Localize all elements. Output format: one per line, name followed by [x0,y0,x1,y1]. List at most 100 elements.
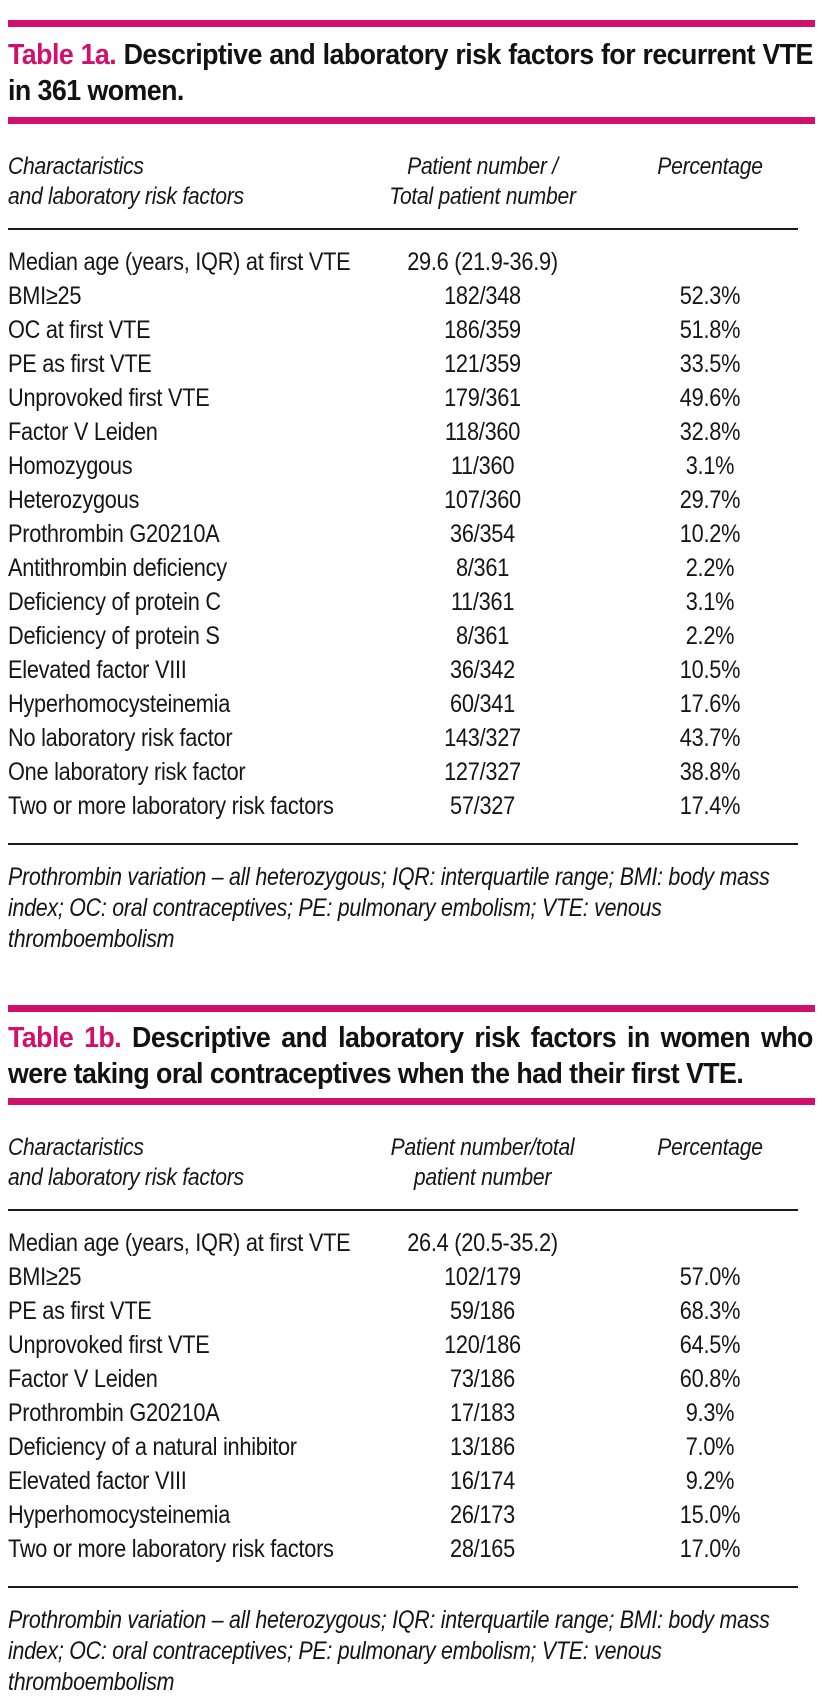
row-value: 26/173 [450,1501,515,1529]
table-row: BMI≥25 182/348 52.3% [8,279,815,313]
row-value: 26.4 (20.5-35.2) [407,1229,558,1257]
row-value: 120/186 [444,1331,521,1359]
row-percentage: 3.1% [685,588,735,616]
row-value: 60/341 [450,690,515,718]
table-row: Antithrombin deficiency 8/361 2.2% [8,551,815,585]
row-percentage: 32.8% [679,418,741,446]
table-row: PE as first VTE 59/186 68.3% [8,1294,815,1328]
column-header-percentage: Percentage [657,153,763,180]
row-percentage: 3.1% [685,452,735,480]
row-label: Heterozygous [8,486,140,514]
row-percentage: 9.3% [685,1399,735,1427]
row-label: Unprovoked first VTE [8,1331,210,1359]
table-footnote: Prothrombin variation – all heterozygous… [8,863,770,953]
table-row: Median age (years, IQR) at first VTE 29.… [8,245,815,279]
row-percentage: 64.5% [679,1331,741,1359]
row-value: 127/327 [444,758,521,786]
row-percentage: 60.8% [679,1365,741,1393]
table-row: Two or more laboratory risk factors 28/1… [8,1532,815,1566]
table-title-text: Descriptive and laboratory risk factors … [8,39,813,107]
row-label: Median age (years, IQR) at first VTE [8,1229,351,1257]
row-label: Homozygous [8,452,133,480]
column-header-characteristics: Charactaristics and laboratory risk fact… [8,1134,244,1191]
table-row: Hyperhomocysteinemia 26/173 15.0% [8,1498,815,1532]
row-label: Deficiency of a natural inhibitor [8,1433,297,1461]
row-value: 59/186 [450,1297,515,1325]
table-footnote: Prothrombin variation – all heterozygous… [8,1606,770,1696]
row-percentage [619,1226,802,1260]
row-value: 73/186 [450,1365,515,1393]
row-percentage: 2.2% [685,622,735,650]
table-row: Two or more laboratory risk factors 57/3… [8,789,815,823]
row-label: BMI≥25 [8,1263,82,1291]
row-value: 17/183 [450,1399,515,1427]
row-percentage: 17.4% [679,792,741,820]
row-label: Unprovoked first VTE [8,384,210,412]
table-row: Deficiency of a natural inhibitor 13/186… [8,1430,815,1464]
row-percentage: 49.6% [679,384,741,412]
row-percentage: 17.6% [679,690,741,718]
row-value: 11/361 [450,588,515,616]
column-header-patient-number: Patient number/total patient number [390,1134,575,1191]
row-percentage: 29.7% [679,486,741,514]
header-rule [8,1209,798,1211]
table-title: Table 1b. Descriptive and laboratory ris… [8,1020,813,1092]
row-value: 182/348 [444,282,521,310]
row-percentage: 43.7% [679,724,741,752]
row-value: 11/360 [450,452,515,480]
table-row: Prothrombin G20210A 17/183 9.3% [8,1396,815,1430]
bottom-rule [8,843,798,845]
bottom-rule [8,1586,798,1588]
row-percentage: 15.0% [679,1501,741,1529]
row-label: No laboratory risk factor [8,724,233,752]
column-header-characteristics: Charactaristics and laboratory risk fact… [8,153,244,210]
row-label: Antithrombin deficiency [8,554,227,582]
row-label: Elevated factor VIII [8,656,187,684]
table-row: Elevated factor VIII 16/174 9.2% [8,1464,815,1498]
table-row: PE as first VTE 121/359 33.5% [8,347,815,381]
column-header-patient-number: Patient number / Total patient number [389,153,576,210]
row-percentage: 7.0% [685,1433,735,1461]
header-rule [8,228,798,230]
table-row: Homozygous 11/360 3.1% [8,449,815,483]
table-row: No laboratory risk factor 143/327 43.7% [8,721,815,755]
accent-rule [8,117,815,124]
row-percentage: 9.2% [685,1467,735,1495]
table-row: Hyperhomocysteinemia 60/341 17.6% [8,687,815,721]
row-label: Two or more laboratory risk factors [8,1535,334,1563]
row-value: 179/361 [444,384,521,412]
column-headers: Charactaristics and laboratory risk fact… [8,152,815,212]
row-value: 36/342 [450,656,515,684]
row-percentage: 10.5% [679,656,741,684]
row-label: Factor V Leiden [8,418,158,446]
table-row: Median age (years, IQR) at first VTE 26.… [8,1226,815,1260]
row-value: 143/327 [444,724,521,752]
row-value: 8/361 [455,622,510,650]
column-header-percentage: Percentage [657,1134,763,1161]
table-1b-section: Table 1b. Descriptive and laboratory ris… [8,1005,815,1698]
section-gap [8,955,815,1005]
row-percentage: 2.2% [685,554,735,582]
row-percentage: 68.3% [679,1297,741,1325]
row-label: PE as first VTE [8,1297,152,1325]
row-percentage: 51.8% [679,316,741,344]
accent-rule [8,20,815,27]
row-label: Deficiency of protein C [8,588,221,616]
table-row: Deficiency of protein C 11/361 3.1% [8,585,815,619]
table-row: Factor V Leiden 73/186 60.8% [8,1362,815,1396]
row-label: Deficiency of protein S [8,622,220,650]
row-value: 186/359 [444,316,521,344]
table-row: Unprovoked first VTE 120/186 64.5% [8,1328,815,1362]
row-value: 8/361 [455,554,510,582]
row-percentage: 10.2% [679,520,741,548]
row-label: Factor V Leiden [8,1365,158,1393]
row-label: Prothrombin G20210A [8,520,220,548]
table-row: Elevated factor VIII 36/342 10.5% [8,653,815,687]
row-value: 29.6 (21.9-36.9) [407,248,558,276]
table-row: Factor V Leiden 118/360 32.8% [8,415,815,449]
row-value: 121/359 [444,350,521,378]
row-value: 118/360 [444,418,521,446]
row-label: OC at first VTE [8,316,151,344]
table-rows: Median age (years, IQR) at first VTE 26.… [8,1211,815,1566]
row-label: Two or more laboratory risk factors [8,792,334,820]
